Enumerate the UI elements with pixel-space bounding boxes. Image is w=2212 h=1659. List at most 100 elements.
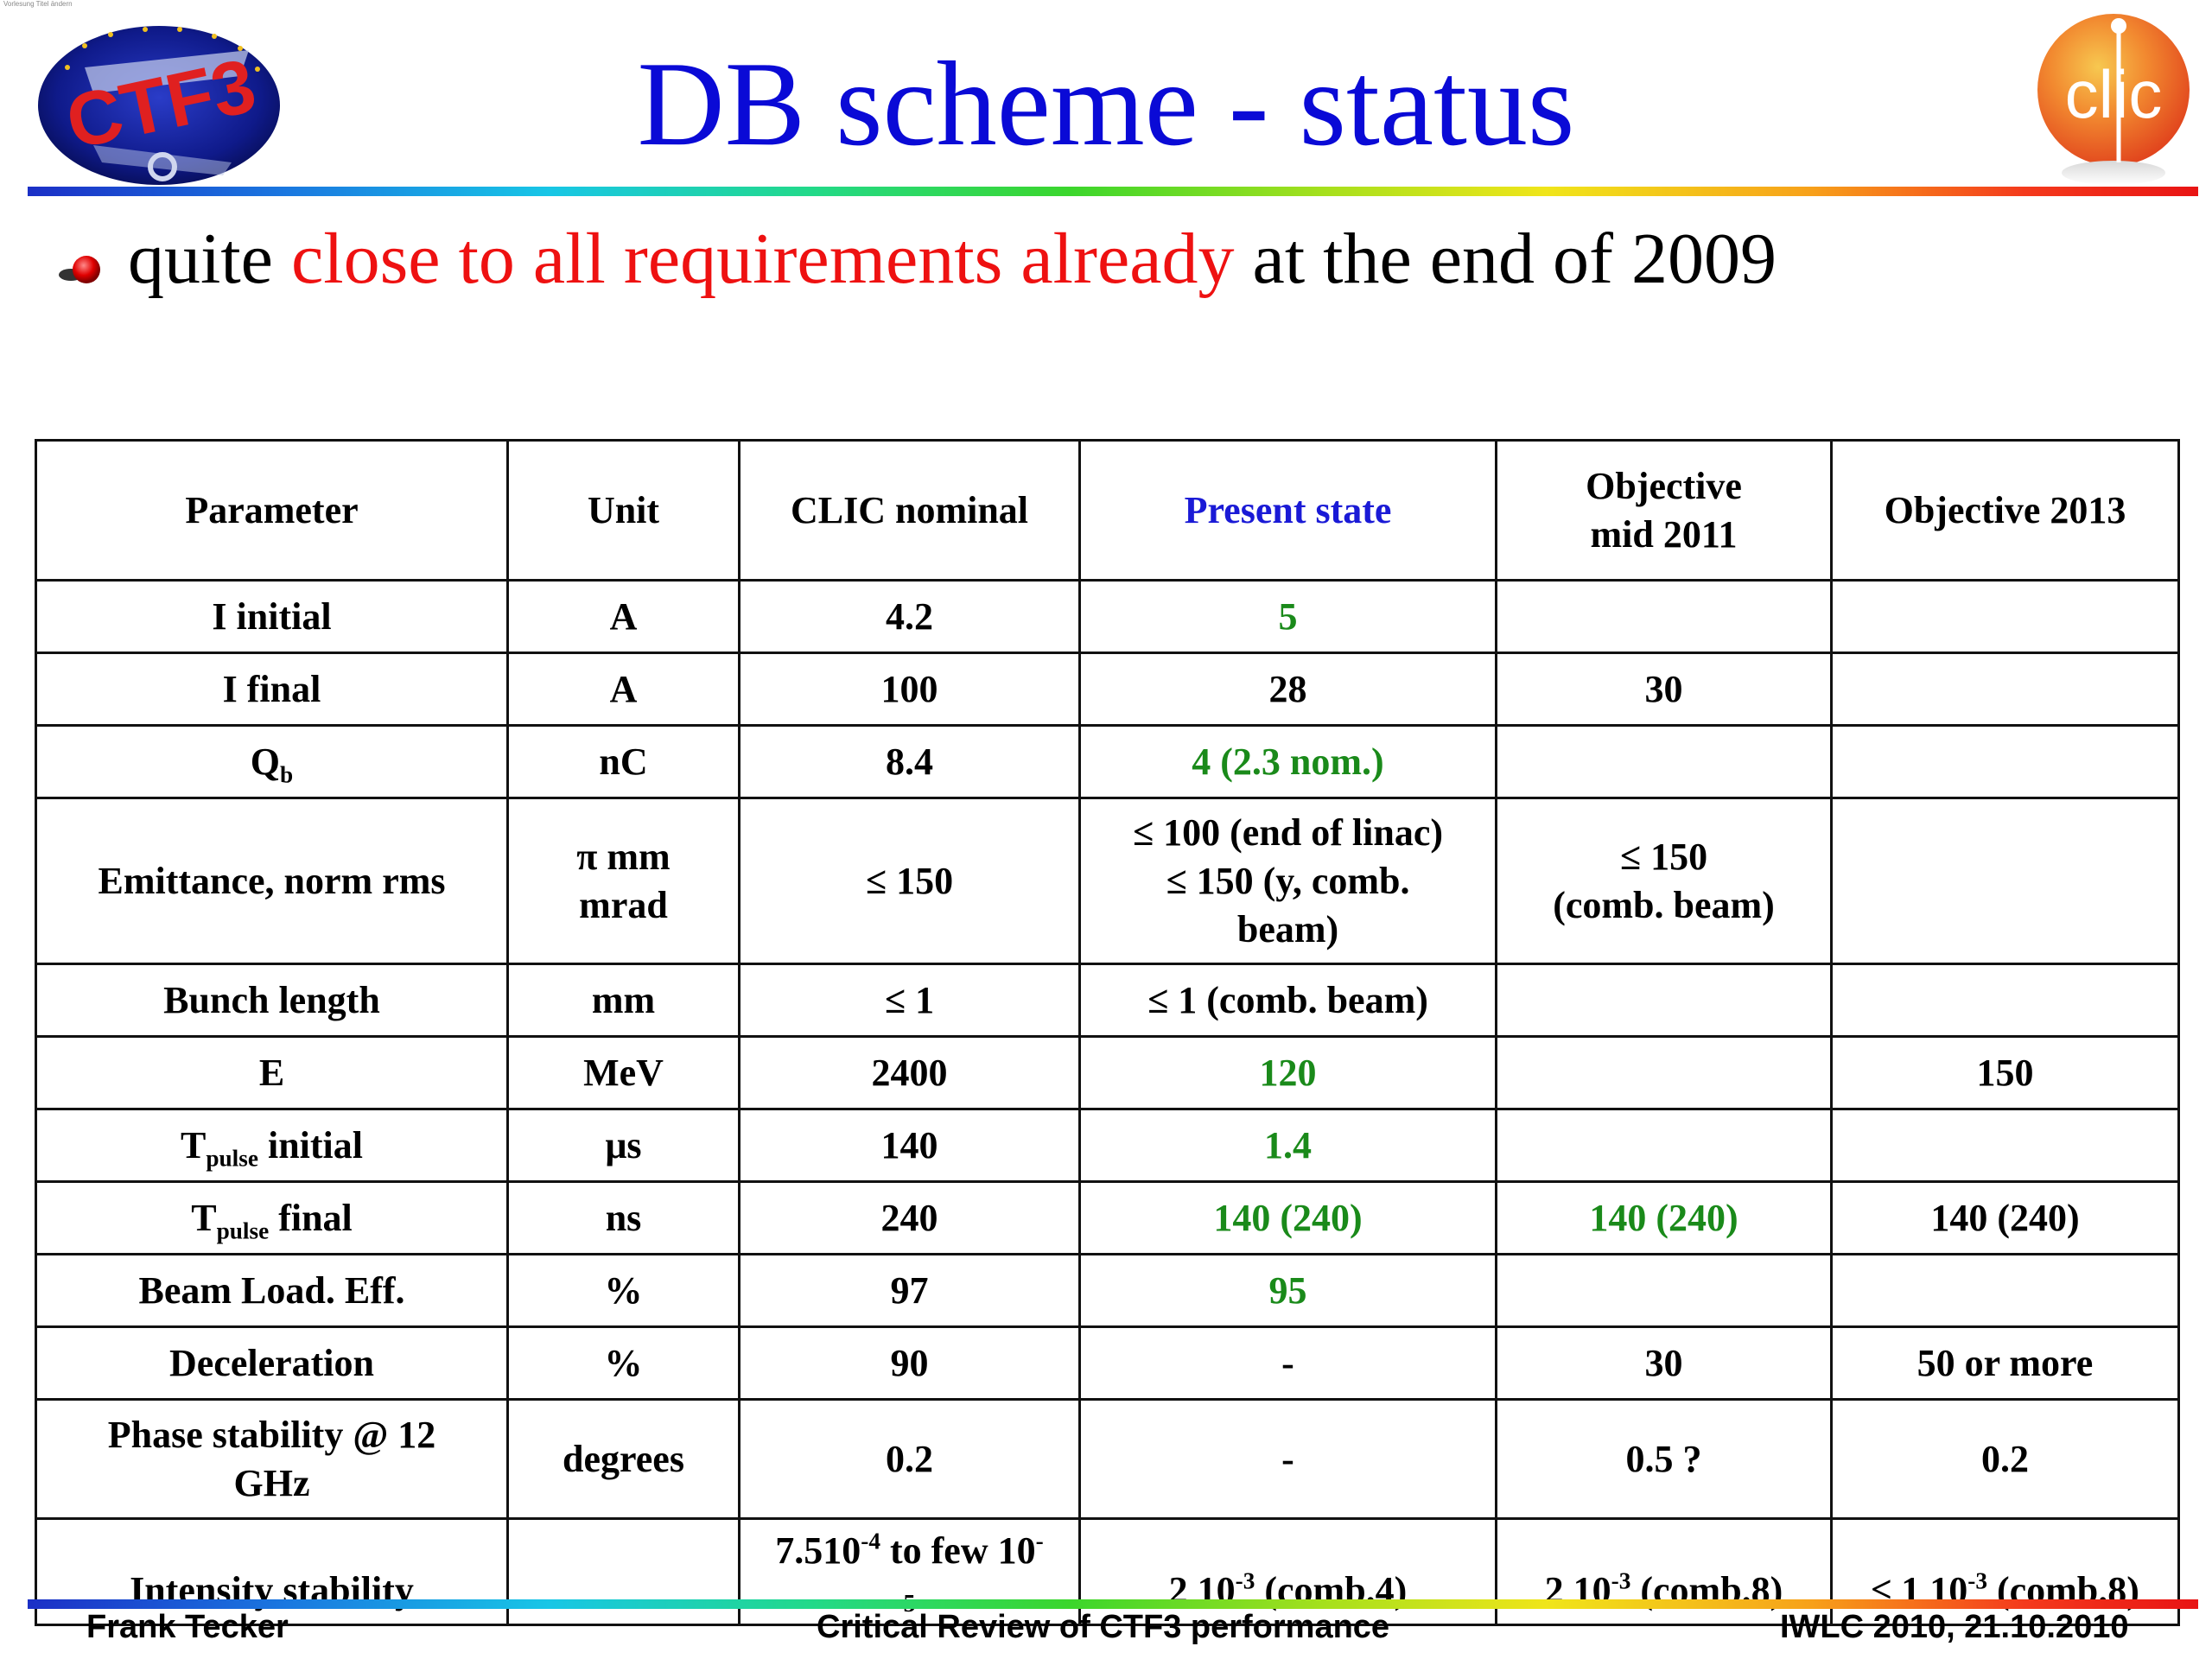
cell-obj2013 [1830, 1253, 2180, 1328]
header-objective-2013: Objective 2013 [1830, 439, 2180, 582]
parameter-table: Parameter Unit CLIC nominal Present stat… [35, 439, 2180, 1626]
cell-param: Tpulse initial [35, 1108, 509, 1183]
cell-obj2013: 150 [1830, 1035, 2180, 1110]
table-row: Tpulse final ns 240 140 (240) 140 (240) … [35, 1180, 2180, 1255]
cell-clic: 0.2 [738, 1398, 1081, 1520]
cell-unit: degrees [506, 1398, 741, 1520]
table-row: I initial A 4.2 5 [35, 579, 2180, 654]
cell-obj2011: 30 [1495, 652, 1833, 727]
bullet-suffix: at the end of 2009 [1234, 219, 1777, 299]
cell-present: - [1078, 1398, 1497, 1520]
present-sup: -3 [1235, 1567, 1255, 1594]
table-row: Qb nC 8.4 4 (2.3 nom.) [35, 724, 2180, 799]
cell-present: 5 [1078, 579, 1497, 654]
present-line2: ≤ 150 (y, comb. [1166, 859, 1410, 902]
header-clic-nominal: CLIC nominal [738, 439, 1081, 582]
header-divider [28, 187, 2198, 196]
qb-main: Q [250, 740, 281, 783]
cell-present: 28 [1078, 652, 1497, 727]
cell-clic: 97 [738, 1253, 1081, 1328]
cell-obj2011 [1495, 1108, 1833, 1183]
clic-logo: clic [2031, 7, 2196, 188]
clic-logo-text: clic [2065, 56, 2163, 132]
tpulse-sub: pulse [216, 1217, 270, 1244]
cell-obj2011: 30 [1495, 1325, 1833, 1401]
cell-param: E [35, 1035, 509, 1110]
cell-obj2013 [1830, 652, 2180, 727]
obj2011-line2: (comb. beam) [1553, 883, 1775, 926]
cell-present: 4 (2.3 nom.) [1078, 724, 1497, 799]
bullet-text: quite close to all requirements already … [128, 212, 1777, 307]
parameter-table-container: Parameter Unit CLIC nominal Present stat… [35, 439, 2180, 1626]
table-row: Tpulse initial μs 140 1.4 [35, 1108, 2180, 1183]
cell-param: I initial [35, 579, 509, 654]
cell-unit: mm [506, 963, 741, 1038]
cell-present: 95 [1078, 1253, 1497, 1328]
obj2011-line1: ≤ 150 [1619, 835, 1708, 878]
tpulse-sub: pulse [206, 1145, 258, 1172]
cell-param: Emittance, norm rms [35, 797, 509, 965]
cell-unit: ns [506, 1180, 741, 1255]
cell-unit: % [506, 1253, 741, 1328]
corner-label: Vorlesung Titel ändern [3, 0, 73, 8]
cell-obj2013 [1830, 963, 2180, 1038]
table-header-row: Parameter Unit CLIC nominal Present stat… [35, 439, 2180, 582]
clic-sup: -4 [861, 1528, 880, 1554]
cell-clic: 140 [738, 1108, 1081, 1183]
cell-unit: % [506, 1325, 741, 1401]
header-objective-2011-line2: mid 2011 [1590, 512, 1738, 556]
tpulse-main: T [180, 1123, 207, 1166]
unit-line2: mrad [579, 883, 668, 926]
cell-obj2011 [1495, 963, 1833, 1038]
cell-clic: ≤ 150 [738, 797, 1081, 965]
clic-sup2: - [1035, 1528, 1044, 1554]
header-unit: Unit [506, 439, 741, 582]
cell-present: - [1078, 1325, 1497, 1401]
cell-param: Qb [35, 724, 509, 799]
cell-param: Beam Load. Eff. [35, 1253, 509, 1328]
table-row: Deceleration % 90 - 30 50 or more [35, 1325, 2180, 1401]
footer-divider [28, 1599, 2198, 1609]
header-objective-2011-line1: Objective [1586, 464, 1742, 507]
cell-obj2011: 140 (240) [1495, 1180, 1833, 1255]
cell-obj2011 [1495, 724, 1833, 799]
unit-line1: π mm [576, 835, 671, 878]
cell-param: I final [35, 652, 509, 727]
cell-obj2013: 0.2 [1830, 1398, 2180, 1520]
cell-obj2011 [1495, 1253, 1833, 1328]
cell-param: Deceleration [35, 1325, 509, 1401]
header-parameter: Parameter [35, 439, 509, 582]
tpulse-suffix: initial [257, 1123, 363, 1166]
header-present-state: Present state [1078, 439, 1497, 582]
clic-b: to few 10 [880, 1529, 1036, 1572]
cell-obj2013: 140 (240) [1830, 1180, 2180, 1255]
cell-unit: μs [506, 1108, 741, 1183]
cell-unit: π mm mrad [506, 797, 741, 965]
footer-talk-title: Critical Review of CTF3 performance [817, 1609, 1390, 1645]
bullet-prefix: quite [128, 219, 291, 299]
ctf3-logo: CTF3 [33, 16, 285, 188]
table-row: Bunch length mm ≤ 1 ≤ 1 (comb. beam) [35, 963, 2180, 1038]
table-row: Phase stability @ 12 GHz degrees 0.2 - 0.… [35, 1398, 2180, 1520]
cell-param: Phase stability @ 12 GHz [35, 1398, 509, 1520]
tpulse-main: T [191, 1196, 217, 1239]
bullet-highlight: close to all requirements already [290, 219, 1235, 299]
cell-clic: 90 [738, 1325, 1081, 1401]
param-line1: Phase stability @ 12 [107, 1413, 436, 1456]
qb-sub: b [280, 761, 294, 788]
cell-present: 1.4 [1078, 1108, 1497, 1183]
footer-event-date: IWLC 2010, 21.10.2010 [1780, 1609, 2129, 1645]
cell-obj2011: 0.5 ? [1495, 1398, 1833, 1520]
cell-clic: 8.4 [738, 724, 1081, 799]
table-row: Beam Load. Eff. % 97 95 [35, 1253, 2180, 1328]
cell-unit: nC [506, 724, 741, 799]
cell-clic: 4.2 [738, 579, 1081, 654]
cell-unit: A [506, 652, 741, 727]
table-row: Emittance, norm rms π mm mrad ≤ 150 ≤ 100… [35, 797, 2180, 965]
cell-obj2011 [1495, 1035, 1833, 1110]
cell-present: 120 [1078, 1035, 1497, 1110]
header-objective-2011: Objective mid 2011 [1495, 439, 1833, 582]
cell-obj2013: 50 or more [1830, 1325, 2180, 1401]
cell-param: Tpulse final [35, 1180, 509, 1255]
cell-obj2011 [1495, 579, 1833, 654]
